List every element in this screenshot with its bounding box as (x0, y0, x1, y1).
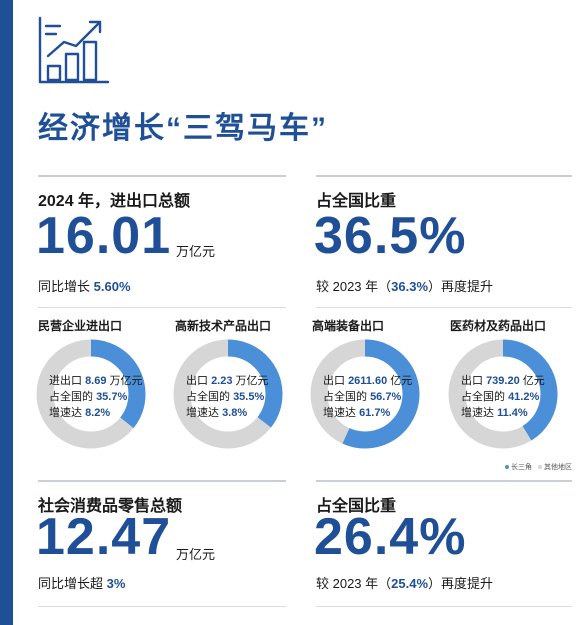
stat-label: 增速达 (461, 407, 498, 419)
donut-chart (173, 339, 283, 449)
donut-title: 医药材及药品出口 (450, 319, 547, 333)
note-prefix: 较 2023 年（ (316, 576, 392, 591)
chart-legend: 长三角 其他地区 (505, 462, 572, 472)
stat-unit: 万亿元 (232, 375, 269, 387)
stat-value: 8.69 (85, 375, 107, 387)
trade-share-label: 占全国比重 (316, 193, 397, 210)
retail-share-note: 较 2023 年（25.4%）再度提升 (316, 573, 493, 592)
donut-stat: 进出口 8.69 万亿元 (49, 374, 143, 388)
retail-share-value: 26.4% (314, 508, 467, 566)
stat-value: 56.7% (370, 391, 402, 403)
trade-total-unit: 万亿元 (176, 244, 216, 259)
note-suffix: ）再度提升 (428, 576, 494, 591)
slice-yrd (173, 339, 283, 449)
stat-value: 41.2% (508, 391, 540, 403)
stat-value: 61.7% (359, 407, 391, 419)
note-value: 25.4% (391, 576, 429, 591)
legend-swatch-icon (538, 465, 542, 470)
donut-chart (448, 339, 558, 449)
legend-item-other: 其他地区 (538, 462, 572, 472)
left-accent-bar (0, 0, 13, 625)
stat-value: 11.4% (497, 407, 528, 419)
stat-label: 进出口 (49, 375, 86, 387)
divider (316, 606, 572, 607)
stat-value: 3.8% (222, 407, 248, 419)
stat-label: 出口 (186, 375, 212, 387)
stat-label: 出口 (461, 375, 487, 387)
slice-yrd (448, 339, 558, 449)
stat-unit: 万亿元 (106, 375, 143, 387)
trade-growth: 同比增长 5.60% (38, 276, 131, 295)
stat-value: 2.23 (211, 375, 233, 387)
note-prefix: 较 2023 年（ (316, 279, 392, 294)
donut-chart (36, 339, 146, 449)
divider (38, 175, 286, 177)
divider (316, 307, 572, 308)
bar-chart-trend-icon (38, 16, 110, 84)
stat-value: 35.5% (233, 391, 265, 403)
donut-chart (310, 339, 420, 449)
stat-label: 增速达 (49, 407, 86, 419)
donut-stat: 出口 739.20 亿元 (461, 374, 545, 388)
donut-stat: 占全国的 35.7% (49, 390, 127, 404)
note-suffix: ）再度提升 (428, 279, 494, 294)
donut-title: 高端装备出口 (312, 319, 385, 333)
stat-label: 增速达 (186, 407, 223, 419)
trade-growth-value: 5.60% (93, 279, 131, 294)
donut-stat: 增速达 11.4% (461, 406, 528, 420)
donut-stat: 增速达 3.8% (186, 406, 247, 420)
retail-share-label: 占全国比重 (316, 498, 397, 515)
retail-growth-value: 3% (106, 576, 126, 591)
donut-title: 民营企业进出口 (38, 319, 123, 333)
stat-value: 739.20 (486, 375, 520, 387)
donut-stat: 占全国的 41.2% (461, 390, 539, 404)
trade-share-note: 较 2023 年（36.3%）再度提升 (316, 276, 493, 295)
trade-share-value: 36.5% (314, 207, 467, 265)
stat-value: 8.2% (85, 407, 111, 419)
donut-stat: 出口 2611.60 亿元 (323, 374, 412, 388)
stat-label: 占全国的 (323, 391, 371, 403)
stat-label: 占全国的 (461, 391, 509, 403)
note-value: 36.3% (391, 279, 429, 294)
page-title: 经济增长“三驾马车” (38, 112, 328, 145)
slice-yrd (36, 339, 146, 449)
stat-label: 占全国的 (186, 391, 234, 403)
retail-total-value: 12.47 (36, 508, 172, 566)
divider (38, 606, 286, 607)
donut-stat: 占全国的 56.7% (323, 390, 401, 404)
stat-label: 出口 (323, 375, 349, 387)
retail-total-label: 社会消费品零售总额 (38, 498, 183, 515)
slice-yrd (310, 339, 420, 449)
trade-growth-label: 同比增长 (38, 279, 91, 294)
retail-total-unit: 万亿元 (176, 547, 216, 562)
stat-unit: 亿元 (387, 375, 413, 387)
stat-value: 35.7% (96, 391, 128, 403)
divider (38, 307, 286, 308)
retail-growth-label: 同比增长超 (38, 576, 104, 591)
stat-label: 增速达 (323, 407, 360, 419)
stat-value: 2611.60 (348, 375, 388, 387)
donut-stat: 增速达 8.2% (49, 406, 110, 420)
legend-swatch-icon (505, 465, 509, 470)
divider (316, 480, 572, 482)
legend-label: 长三角 (511, 464, 532, 471)
legend-item-yrd: 长三角 (505, 462, 532, 472)
legend-label: 其他地区 (544, 464, 572, 471)
trade-total-value: 16.01 (36, 207, 172, 265)
donut-title: 高新技术产品出口 (175, 319, 272, 333)
retail-growth: 同比增长超 3% (38, 573, 125, 592)
divider (38, 480, 286, 482)
donut-stat: 增速达 61.7% (323, 406, 390, 420)
stat-label: 占全国的 (49, 391, 97, 403)
donut-stat: 占全国的 35.5% (186, 390, 264, 404)
divider (316, 175, 572, 177)
trade-total-label: 2024 年，进出口总额 (38, 193, 191, 210)
stat-unit: 亿元 (519, 375, 545, 387)
donut-stat: 出口 2.23 万亿元 (186, 374, 269, 388)
